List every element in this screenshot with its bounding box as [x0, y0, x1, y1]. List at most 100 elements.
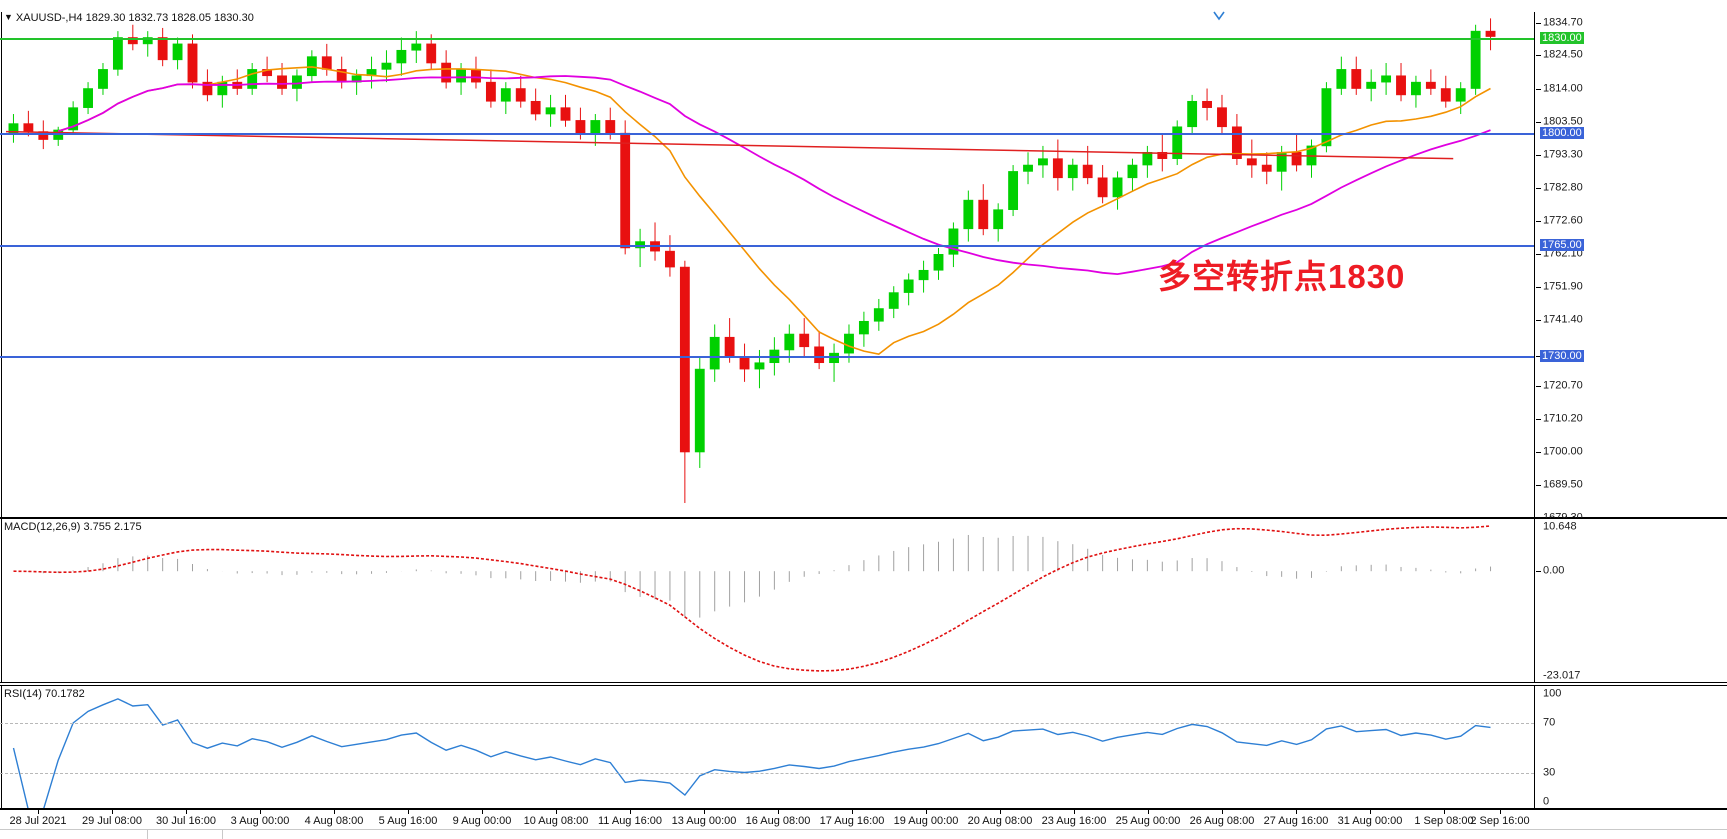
- time-axis-tick-label: 27 Aug 16:00: [1263, 815, 1329, 827]
- time-axis-tick-label: 4 Aug 08:00: [304, 815, 364, 827]
- price-axis-tick-label: 1834.70: [1543, 16, 1583, 29]
- price-level-line[interactable]: [0, 244, 1534, 247]
- price-level-badge[interactable]: 1730.00: [1540, 350, 1584, 363]
- price-axis-tick: [1536, 452, 1541, 453]
- symbol-ohlc-header: ▼ XAUUSD-,H4 1829.30 1832.73 1828.05 1830…: [0, 12, 1727, 24]
- time-axis-tick: [1074, 810, 1075, 814]
- rsi-axis-tick-label: 0: [1543, 795, 1550, 808]
- time-axis-tick: [260, 810, 261, 814]
- time-axis-tick-label: 17 Aug 16:00: [819, 815, 885, 827]
- scroll-indicator-icon: [1213, 11, 1225, 21]
- time-axis-tick-label: 2 Sep 16:00: [1470, 815, 1530, 827]
- time-axis-tick: [112, 810, 113, 814]
- rsi-axis-tick-label: 30: [1543, 766, 1556, 779]
- price-axis-tick-label: 1814.00: [1543, 82, 1583, 95]
- collapse-icon[interactable]: ▼: [4, 12, 13, 22]
- panel-left-border: [1, 12, 2, 517]
- time-axis-tick-label: 31 Aug 00:00: [1337, 815, 1403, 827]
- time-axis-tick: [1000, 810, 1001, 814]
- price-axis-tick: [1536, 220, 1541, 222]
- macd-axis-tick: [1536, 571, 1541, 573]
- time-axis-tick-label: 30 Jul 16:00: [156, 815, 216, 827]
- price-chart-panel[interactable]: ▼ XAUUSD-,H4 1829.30 1832.73 1828.05 1830…: [0, 11, 1727, 523]
- time-axis-tick-label: 29 Jul 08:00: [82, 815, 142, 827]
- price-level-badge[interactable]: 1800.00: [1540, 127, 1584, 140]
- price-axis-tick: [1536, 55, 1541, 57]
- time-axis-tick: [1296, 810, 1297, 814]
- time-axis-tick: [704, 810, 705, 814]
- price-axis-tick-label: 1772.60: [1543, 214, 1583, 227]
- time-axis-tick: [408, 810, 409, 814]
- macd-panel[interactable]: MACD(12,26,9) 3.755 2.175 10.648 0.00 -23.…: [0, 518, 1727, 683]
- price-level-line[interactable]: [0, 133, 1534, 136]
- panel-left-border: [1, 686, 2, 808]
- macd-axis[interactable]: 10.648 0.00 -23.017: [1536, 519, 1727, 682]
- chart-annotation-text: 多空转折点1830: [1158, 258, 1406, 295]
- rsi-axis-tick-label: 100: [1543, 687, 1562, 700]
- macd-plot-area[interactable]: [2, 519, 1502, 682]
- time-axis[interactable]: 28 Jul 2021 29 Jul 08:00 30 Jul 16:00 3 Aug…: [0, 809, 1727, 829]
- time-axis-tick-label: 28 Jul 2021: [9, 815, 67, 827]
- taskbar-cell: [148, 830, 223, 839]
- macd-series-svg: [13, 525, 1492, 672]
- price-axis-tick-label: 1803.50: [1543, 115, 1583, 128]
- price-axis-tick: [1536, 88, 1541, 90]
- price-axis-tick: [1536, 386, 1541, 387]
- time-axis-tick: [1444, 810, 1445, 814]
- time-axis-tick: [38, 810, 39, 814]
- rsi-threshold-line: [0, 723, 1534, 725]
- taskbar-strip: [0, 829, 1727, 839]
- price-axis-tick-label: 1720.70: [1543, 379, 1583, 392]
- symbol-ohlc-text: XAUUSD-,H4 1829.30 1832.73 1828.05 1830.…: [15, 12, 254, 24]
- time-axis-tick-label: 9 Aug 00:00: [452, 815, 512, 827]
- price-axis-tick: [1536, 356, 1541, 358]
- price-axis-tick: [1536, 254, 1541, 255]
- price-axis-tick-label: 1793.30: [1543, 148, 1583, 161]
- taskbar-cell: [0, 830, 148, 839]
- price-axis-tick: [1536, 485, 1541, 487]
- price-axis-tick: [1536, 154, 1541, 156]
- price-axis-tick-label: 1782.80: [1543, 181, 1583, 194]
- macd-axis-tick-label: 0.00: [1543, 564, 1565, 577]
- rsi-threshold-line: [0, 772, 1534, 774]
- time-axis-tick: [334, 810, 335, 814]
- price-axis-tick-label: 1751.90: [1543, 280, 1583, 293]
- price-axis-tick: [1536, 419, 1541, 421]
- macd-label: MACD(12,26,9) 3.755 2.175: [4, 521, 142, 533]
- macd-axis-line: [1534, 519, 1535, 682]
- time-axis-tick: [852, 810, 853, 814]
- price-level-line[interactable]: [0, 356, 1534, 359]
- price-axis-line: [1534, 12, 1535, 517]
- time-axis-tick: [1222, 810, 1223, 814]
- price-axis-tick-label: 1710.20: [1543, 412, 1583, 425]
- price-axis-tick-label: 1762.10: [1543, 247, 1583, 260]
- price-axis-tick: [1536, 320, 1541, 321]
- time-axis-tick: [778, 810, 779, 814]
- time-axis-tick: [926, 810, 927, 814]
- rsi-panel[interactable]: RSI(14) 70.1782 100 70 30 0: [0, 685, 1727, 809]
- price-axis[interactable]: 1834.70 1824.50 1814.00 1803.50 1793.30 1782.…: [1536, 12, 1727, 523]
- time-axis-tick-label: 23 Aug 16:00: [1041, 815, 1107, 827]
- rsi-label: RSI(14) 70.1782: [4, 688, 85, 700]
- price-axis-tick: [1536, 286, 1541, 288]
- time-axis-tick: [1500, 810, 1501, 814]
- price-axis-tick: [1536, 188, 1541, 189]
- time-axis-tick-label: 26 Aug 08:00: [1189, 815, 1255, 827]
- price-level-line[interactable]: [0, 37, 1534, 40]
- price-level-badge[interactable]: 1830.00: [1540, 31, 1584, 44]
- price-level-badge[interactable]: 1765.00: [1540, 238, 1584, 251]
- rsi-axis[interactable]: 100 70 30 0: [1536, 686, 1727, 808]
- time-axis-tick-label: 25 Aug 00:00: [1115, 815, 1181, 827]
- price-axis-tick-label: 1700.00: [1543, 445, 1583, 458]
- rsi-plot-area[interactable]: [2, 686, 1502, 808]
- price-axis-tick: [1536, 122, 1541, 123]
- macd-axis-tick-label: 10.648: [1543, 520, 1577, 533]
- time-axis-tick-label: 5 Aug 16:00: [378, 815, 438, 827]
- price-axis-tick-label: 1824.50: [1543, 48, 1583, 61]
- time-axis-tick-label: 1 Sep 08:00: [1414, 815, 1474, 827]
- time-axis-tick: [1148, 810, 1149, 814]
- time-axis-tick: [556, 810, 557, 814]
- price-axis-tick-label: 1689.50: [1543, 478, 1583, 491]
- panel-left-border: [1, 519, 2, 682]
- rsi-axis-line: [1534, 686, 1535, 808]
